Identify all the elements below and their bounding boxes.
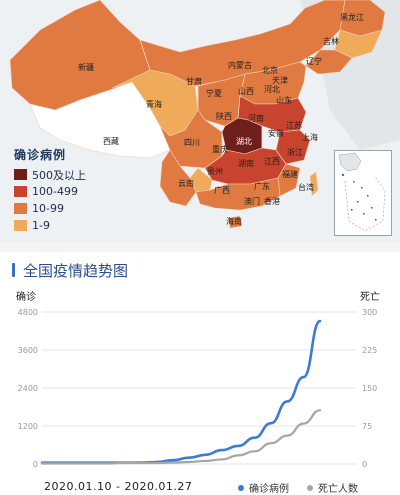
legend-confirmed: 确诊病例 (238, 480, 289, 495)
label-guizhou: 贵州 (207, 167, 223, 176)
right-tick-label: 300 (362, 308, 377, 317)
label-henan: 河南 (248, 114, 264, 123)
trend-section-header: 全国疫情趋势图 (12, 260, 128, 280)
left-tick-label: 2400 (18, 384, 38, 393)
right-axis-label: 死亡 (360, 290, 380, 303)
confirmed-dot (238, 484, 244, 491)
region-yunnan (159, 149, 197, 207)
region-hainan (227, 215, 243, 229)
inset-islands (351, 181, 377, 221)
legend-label: 1-9 (32, 219, 50, 232)
section-divider (0, 242, 400, 252)
legend-deaths: 死亡人数 (307, 480, 358, 495)
region-neimenggu (139, 0, 346, 87)
label-hubei: 湖北 (236, 137, 252, 146)
label-guangxi: 广西 (214, 186, 230, 195)
china-map-panel: 黑龙江 吉林 辽宁 内蒙古 北京 天津 河北 新疆 甘肃 宁夏 山西 山东 青海… (0, 0, 400, 242)
left-axis-label: 确诊 (16, 290, 36, 303)
label-shaanxi: 陕西 (216, 112, 232, 121)
label-beijing: 北京 (262, 66, 278, 75)
legend-confirmed-label: 确诊病例 (249, 484, 289, 495)
region-guangdong (195, 177, 281, 211)
label-jilin: 吉林 (323, 37, 339, 46)
label-jiangxi: 江西 (264, 157, 280, 166)
label-chongqing: 重庆 (212, 145, 228, 154)
inset-map (338, 152, 386, 232)
right-tick-label: 0 (362, 460, 367, 469)
legend-deaths-label: 死亡人数 (318, 484, 358, 495)
province-borders (139, 39, 287, 165)
label-hainan: 海南 (226, 217, 242, 226)
label-tianjin: 天津 (272, 76, 288, 85)
label-anhui: 安徽 (268, 129, 284, 138)
label-jiangsu: 江苏 (286, 121, 302, 130)
inset-dashed-line (344, 176, 386, 232)
label-fujian: 福建 (282, 170, 298, 179)
inset-coast (338, 152, 362, 172)
legend-swatch-100-499 (14, 186, 27, 197)
legend-label: 100-499 (32, 185, 78, 198)
china-map (0, 0, 400, 242)
label-heilongjiang: 黑龙江 (340, 13, 364, 22)
label-shanghai: 上海 (302, 133, 318, 142)
label-xinjiang: 新疆 (78, 63, 94, 72)
legend-item: 500及以上 (14, 166, 86, 183)
deaths-dot (307, 484, 313, 491)
label-liaoning: 辽宁 (306, 57, 322, 66)
map-legend: 确诊病例 500及以上 100-499 10-99 1-9 (14, 146, 86, 234)
left-tick-label: 3600 (18, 346, 38, 355)
legend-label: 10-99 (32, 202, 64, 215)
trend-chart-svg: 确诊 死亡 0 0 1200 75 2400 150 3600 225 4800 300 (16, 290, 380, 469)
right-tick-label: 75 (362, 422, 372, 431)
label-taiwan: 台湾 (298, 183, 314, 192)
left-tick-label: 4800 (18, 308, 38, 317)
legend-swatch-10-99 (14, 203, 27, 214)
label-neimenggu: 内蒙古 (228, 61, 252, 70)
legend-swatch-1-9 (14, 220, 27, 231)
label-hunan: 湖南 (238, 159, 254, 168)
right-tick-label: 150 (362, 384, 377, 393)
legend-item: 10-99 (14, 200, 86, 217)
legend-title: 确诊病例 (14, 148, 67, 162)
date-range: 2020.01.10 - 2020.01.27 (44, 480, 193, 493)
label-xianggang: 香港 (264, 197, 280, 206)
inset-island-marker (341, 173, 345, 177)
label-zhejiang: 浙江 (287, 148, 303, 157)
label-guangdong: 广东 (254, 182, 270, 191)
south-china-sea-inset (334, 150, 392, 236)
label-shanxi: 山西 (238, 87, 254, 96)
label-ningxia: 宁夏 (206, 89, 222, 98)
label-sichuan: 四川 (184, 138, 200, 147)
label-shandong: 山东 (276, 96, 292, 105)
label-hebei: 河北 (264, 85, 280, 94)
left-tick-label: 0 (33, 460, 38, 469)
legend-swatch-500-plus (14, 169, 27, 180)
legend-label: 500及以上 (32, 168, 86, 182)
right-tick-label: 225 (362, 346, 377, 355)
legend-item: 1-9 (14, 217, 86, 234)
trend-title: 全国疫情趋势图 (23, 261, 129, 280)
left-tick-label: 1200 (18, 422, 38, 431)
region-taiwan (309, 171, 319, 197)
label-xizang: 西藏 (103, 137, 119, 146)
title-accent-bar (12, 263, 15, 277)
label-aomen: 澳门 (244, 197, 260, 206)
label-yunnan: 云南 (178, 179, 194, 188)
trend-chart: 确诊 死亡 0 0 1200 75 2400 150 3600 225 4800 300 (0, 284, 400, 495)
label-qinghai: 青海 (146, 100, 162, 109)
legend-item: 100-499 (14, 183, 86, 200)
deaths-series-line (40, 409, 322, 465)
label-gansu: 甘肃 (186, 77, 202, 86)
